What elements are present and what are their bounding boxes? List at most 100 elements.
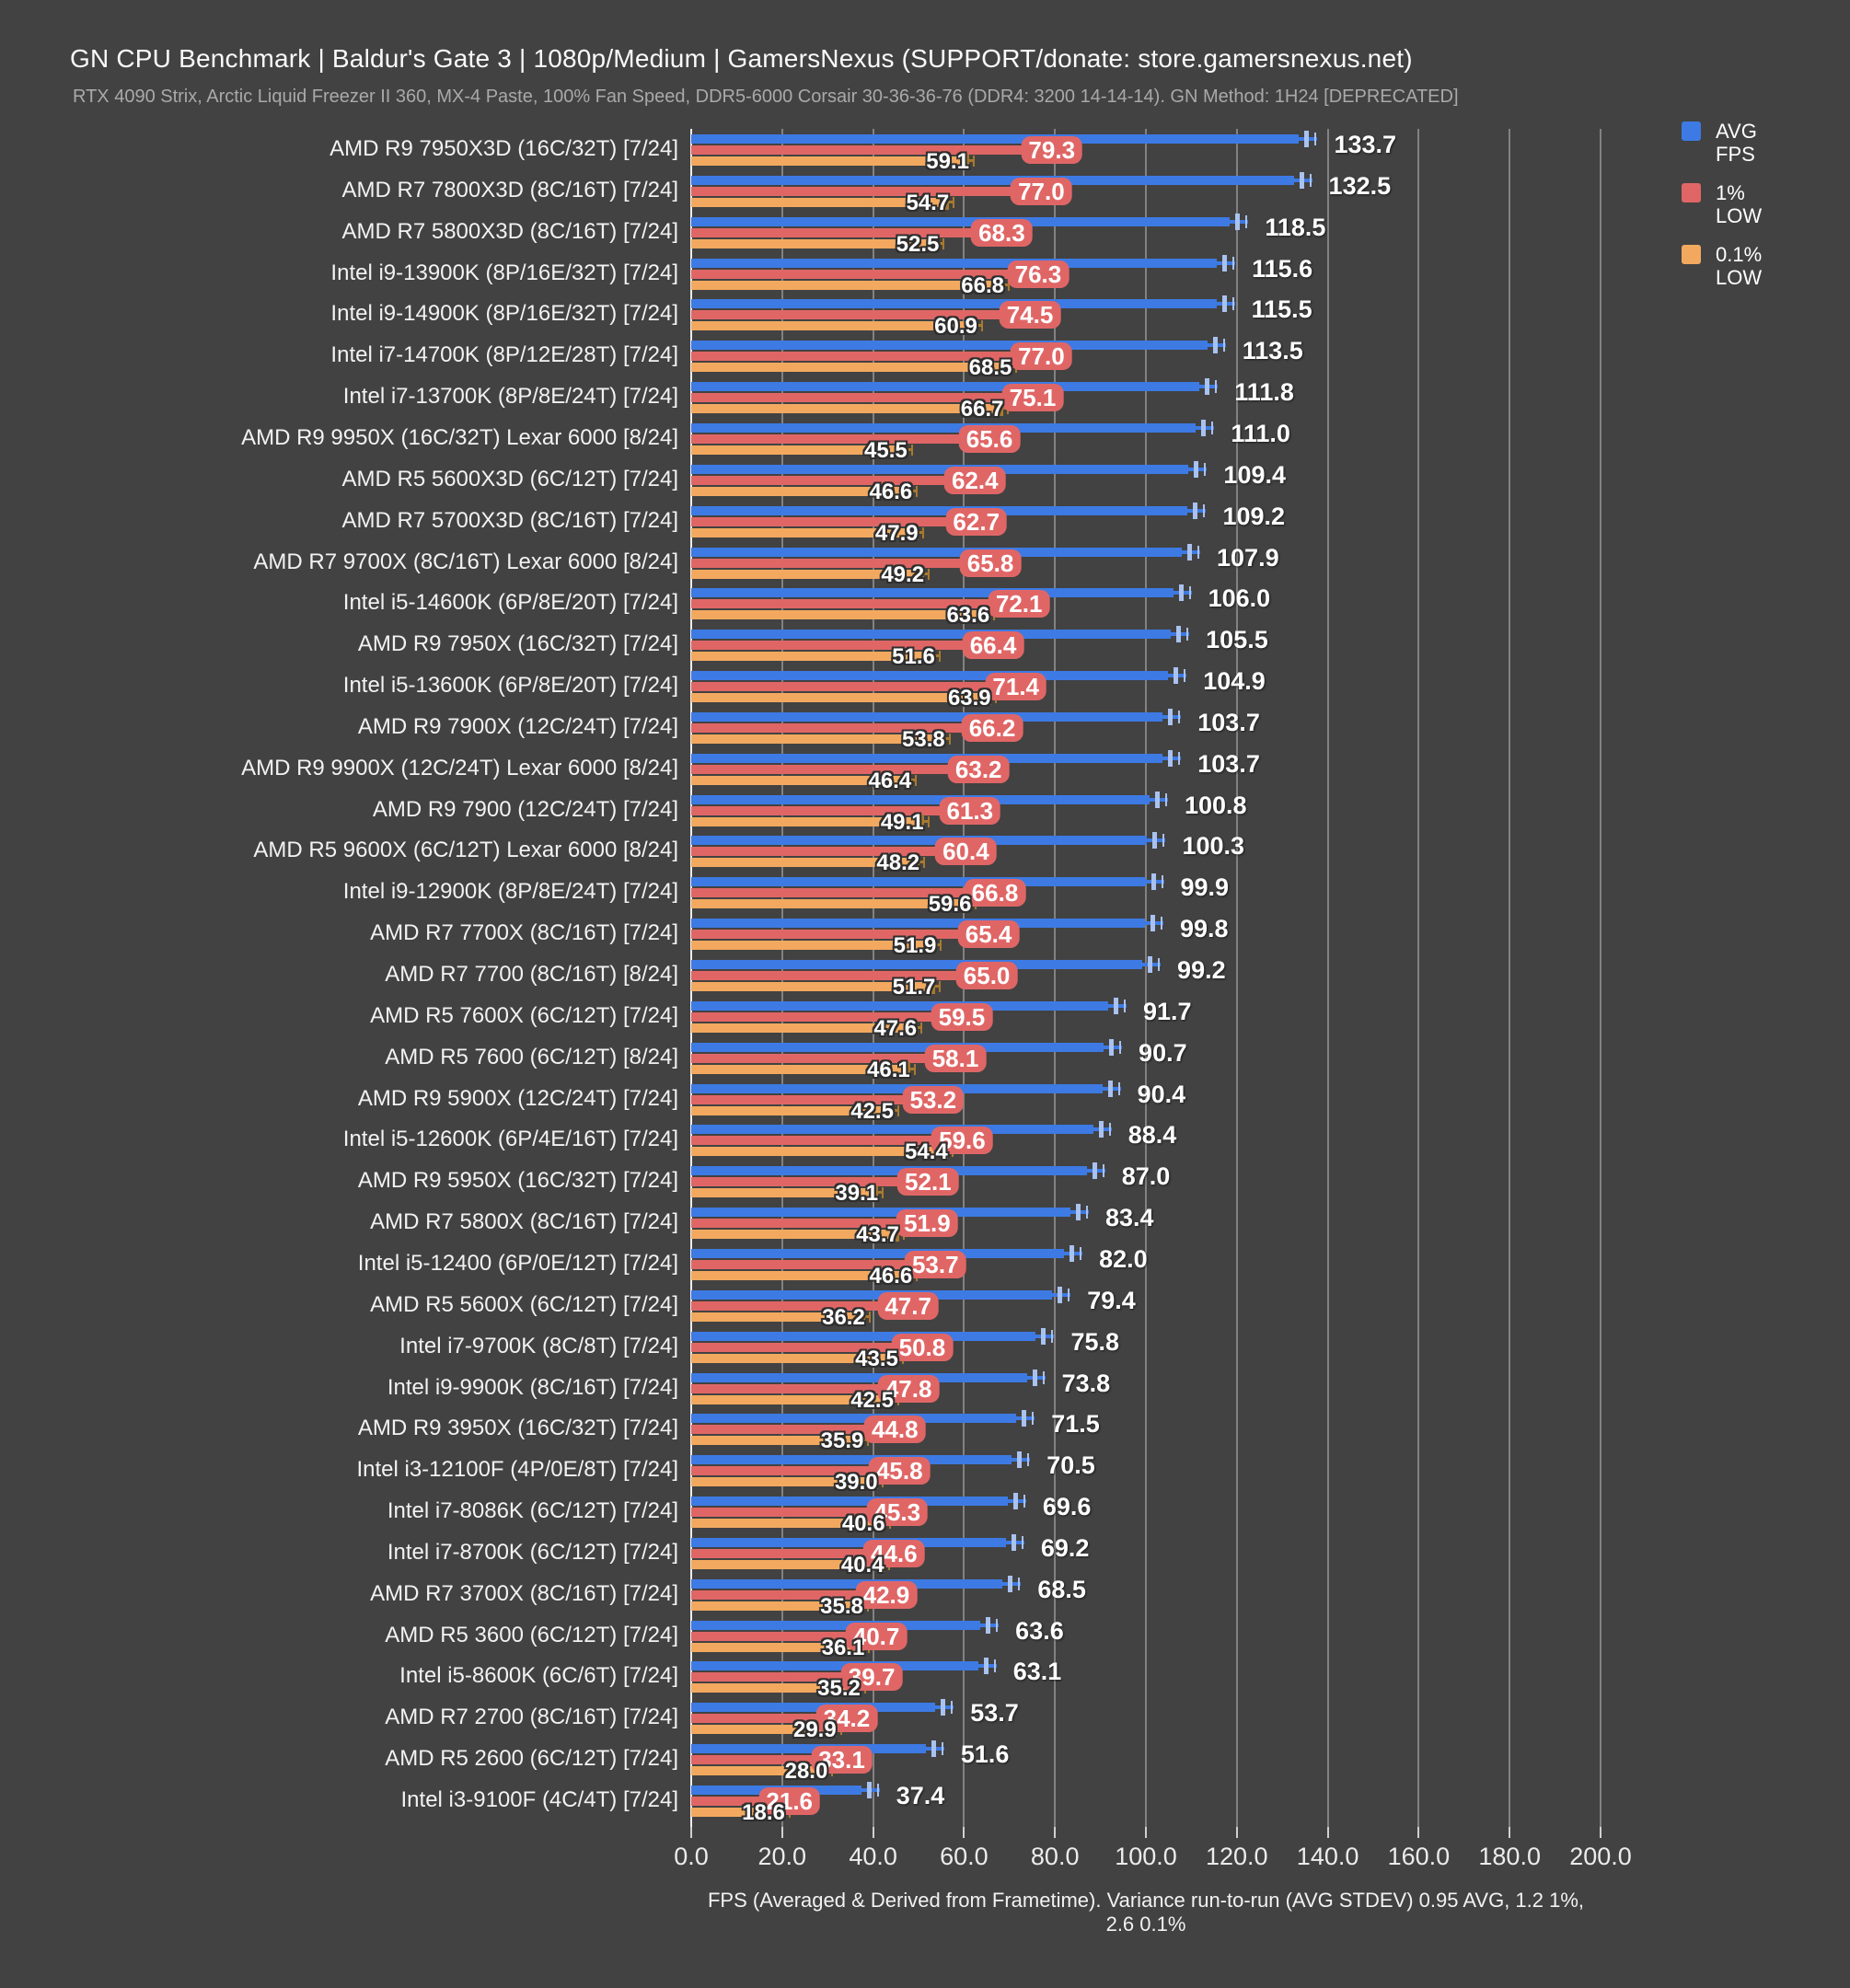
cpu-label: AMD R7 5800X (8C/16T) [7/24]: [370, 1209, 678, 1235]
avg-errorbar-cap2: [1021, 1535, 1023, 1549]
cpu-label: Intel i7-8086K (6C/12T) [7/24]: [387, 1498, 678, 1524]
p01-value: 43.7: [856, 1222, 899, 1248]
p01-errorbar-cap2: [972, 156, 975, 167]
p1-bar: [691, 682, 1016, 692]
cpu-label: AMD R9 3950X (16C/32T) [7/24]: [357, 1416, 678, 1441]
avg-bar: [691, 216, 1231, 226]
avg-value: 109.2: [1222, 502, 1286, 530]
cpu-row: Intel i3-9100F (4C/4T) [7/24] 37.4 21.6 18.…: [0, 1780, 1850, 1825]
p1-bar: [691, 1300, 908, 1311]
avg-bar: [691, 175, 1294, 185]
avg-errorbar-cap: [1017, 1451, 1023, 1469]
x-axis-tick-label: 100.0: [1115, 1843, 1177, 1870]
cpu-row: Intel i7-8700K (6C/12T) [7/24] 69.2 44.6 40…: [0, 1532, 1850, 1578]
p01-bar: [691, 1105, 885, 1115]
avg-bar: [691, 1372, 1027, 1382]
avg-errorbar-cap: [1107, 1080, 1113, 1097]
avg-bar: [691, 134, 1300, 144]
avg-errorbar-cap2: [1184, 669, 1186, 683]
p1-value: 44.6: [863, 1539, 925, 1567]
cpu-label: AMD R5 2600 (6C/12T) [7/24]: [385, 1746, 678, 1772]
p01-value: 68.5: [968, 355, 1012, 381]
p01-errorbar-cap: [861, 1309, 865, 1324]
cpu-label: Intel i7-8700K (6C/12T) [7/24]: [387, 1539, 678, 1565]
p01-errorbar-cap2: [920, 1022, 923, 1034]
cpu-label: AMD R7 5700X3D (8C/16T) [7/24]: [341, 507, 679, 533]
p1-value: 58.1: [924, 1044, 987, 1072]
avg-value: 75.8: [1070, 1327, 1119, 1356]
p1-value: 53.7: [904, 1250, 966, 1278]
p1-bar: [691, 558, 991, 568]
p01-errorbar-cap: [914, 525, 919, 540]
avg-bar: [691, 1620, 981, 1630]
x-axis-tick: [1509, 1827, 1511, 1838]
cpu-row: Intel i5-12400 (6P/0E/12T) [7/24] 82.0 53.…: [0, 1243, 1850, 1289]
gridline: [1600, 129, 1601, 1827]
p1-bar: [691, 1383, 909, 1393]
p01-bar: [691, 527, 909, 537]
p01-errorbar-cap: [931, 979, 936, 994]
avg-errorbar-cap2: [1051, 1329, 1054, 1343]
p1-value: 65.8: [959, 549, 1022, 577]
p01-errorbar-cap: [916, 855, 920, 871]
p1-bar: [691, 1136, 963, 1146]
chart-subtitle: RTX 4090 Strix, Arctic Liquid Freezer II…: [73, 87, 1459, 107]
p01-value: 29.9: [792, 1717, 837, 1743]
p01-bar: [691, 1808, 776, 1817]
legend-label: 0.1% LOW: [1716, 243, 1763, 289]
avg-value: 79.4: [1087, 1286, 1136, 1314]
p01-errorbar-cap: [874, 1185, 879, 1201]
cpu-row: AMD R7 7700X (8C/16T) [7/24] 99.8 65.4 51.9: [0, 913, 1850, 958]
p01-bar: [691, 280, 995, 290]
avg-value: 71.5: [1051, 1410, 1100, 1439]
cpu-label: Intel i5-12400 (6P/0E/12T) [7/24]: [357, 1250, 678, 1276]
p01-errorbar-cap: [913, 1020, 918, 1035]
p01-bar: [691, 816, 915, 826]
avg-value: 51.6: [960, 1740, 1010, 1769]
p01-bar: [691, 1394, 885, 1404]
avg-value: 113.5: [1242, 337, 1303, 365]
p01-bar: [691, 899, 963, 909]
p01-bar: [691, 1601, 854, 1611]
avg-value: 63.6: [1015, 1616, 1064, 1645]
avg-errorbar-cap2: [1162, 834, 1165, 848]
cpu-row: AMD R5 9600X (6C/12T) Lexar 6000 [8/24] 1…: [0, 830, 1850, 875]
avg-bar: [691, 299, 1217, 309]
p1-value: 66.4: [962, 631, 1024, 660]
avg-bar: [691, 1125, 1093, 1135]
avg-bar: [691, 1331, 1036, 1341]
avg-errorbar-cap2: [876, 1784, 879, 1797]
avg-bar: [691, 877, 1146, 887]
avg-errorbar-cap2: [1032, 1412, 1035, 1426]
avg-errorbar-cap2: [1245, 214, 1248, 228]
avg-bar: [691, 960, 1143, 969]
avg-value: 91.7: [1142, 997, 1192, 1025]
p01-errorbar-cap2: [915, 774, 918, 786]
avg-value: 73.8: [1061, 1369, 1111, 1397]
cpu-row: Intel i7-9700K (8C/8T) [7/24] 75.8 50.8 43.…: [0, 1326, 1850, 1371]
avg-errorbar-cap2: [1161, 917, 1162, 930]
p01-value: 51.6: [892, 644, 935, 670]
avg-errorbar-cap2: [1161, 875, 1163, 889]
avg-bar: [691, 258, 1218, 268]
avg-errorbar-cap: [1205, 378, 1210, 396]
cpu-row: AMD R9 9900X (12C/24T) Lexar 6000 [8/24]…: [0, 748, 1850, 793]
cpu-row: Intel i9-13900K (8P/16E/32T) [7/24] 115.6…: [0, 253, 1850, 298]
p01-bar: [691, 404, 995, 414]
cpu-label: Intel i7-14700K (8P/12E/28T) [7/24]: [330, 342, 678, 368]
p1-bar: [691, 269, 1038, 279]
cpu-label: AMD R7 7700X (8C/16T) [7/24]: [370, 920, 678, 946]
avg-errorbar-cap2: [1042, 1370, 1045, 1384]
avg-errorbar-cap2: [1314, 133, 1317, 145]
p1-value: 66.8: [964, 879, 1026, 907]
avg-bar: [691, 1166, 1087, 1176]
p1-value: 61.3: [939, 796, 1001, 825]
p1-value: 75.1: [1001, 384, 1064, 412]
p01-errorbar-cap2: [913, 1063, 916, 1075]
p1-bar: [691, 1342, 922, 1352]
avg-errorbar-cap: [1304, 131, 1310, 147]
avg-value: 107.9: [1217, 543, 1279, 572]
avg-bar: [691, 1537, 1006, 1547]
avg-errorbar-cap2: [1211, 421, 1214, 434]
p1-value: 74.5: [999, 301, 1061, 329]
